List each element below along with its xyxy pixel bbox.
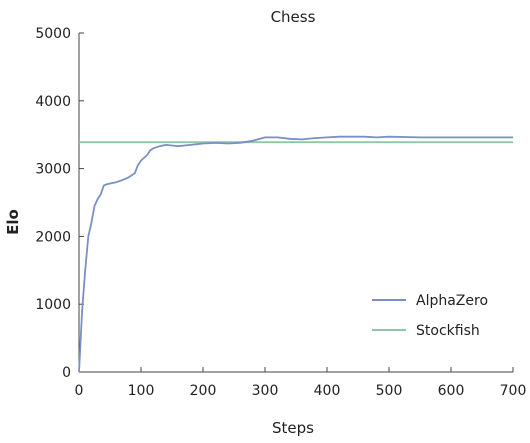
chart-title: Chess (271, 8, 316, 26)
x-tick-label: 500 (376, 383, 403, 399)
y-axis-label: Elo (4, 209, 22, 235)
x-tick-label: 200 (190, 383, 217, 399)
legend: AlphaZero Stockfish (372, 293, 488, 339)
series-line-alphazero (78, 135, 513, 373)
x-tick-label: 400 (314, 383, 341, 399)
x-tick-label: 600 (438, 383, 465, 399)
x-tick-label: 300 (252, 383, 279, 399)
y-tick-label: 3000 (35, 162, 71, 178)
x-tick-label: 0 (75, 383, 84, 399)
legend-label-alphazero: AlphaZero (416, 293, 488, 309)
x-tick-label: 700 (500, 383, 527, 399)
y-tick-label: 2000 (35, 229, 71, 245)
series-group (78, 135, 513, 373)
y-tick-label: 0 (62, 365, 71, 381)
x-axis-label: Steps (272, 419, 314, 437)
axes: 0 1000 2000 3000 4000 5000 0 100 200 300 400 500 600… (35, 26, 526, 399)
y-tick-label: 1000 (35, 297, 71, 313)
legend-label-stockfish: Stockfish (416, 323, 480, 339)
y-tick-label: 4000 (35, 94, 71, 110)
y-tick-label: 5000 (35, 26, 71, 42)
x-tick-label: 100 (128, 383, 155, 399)
